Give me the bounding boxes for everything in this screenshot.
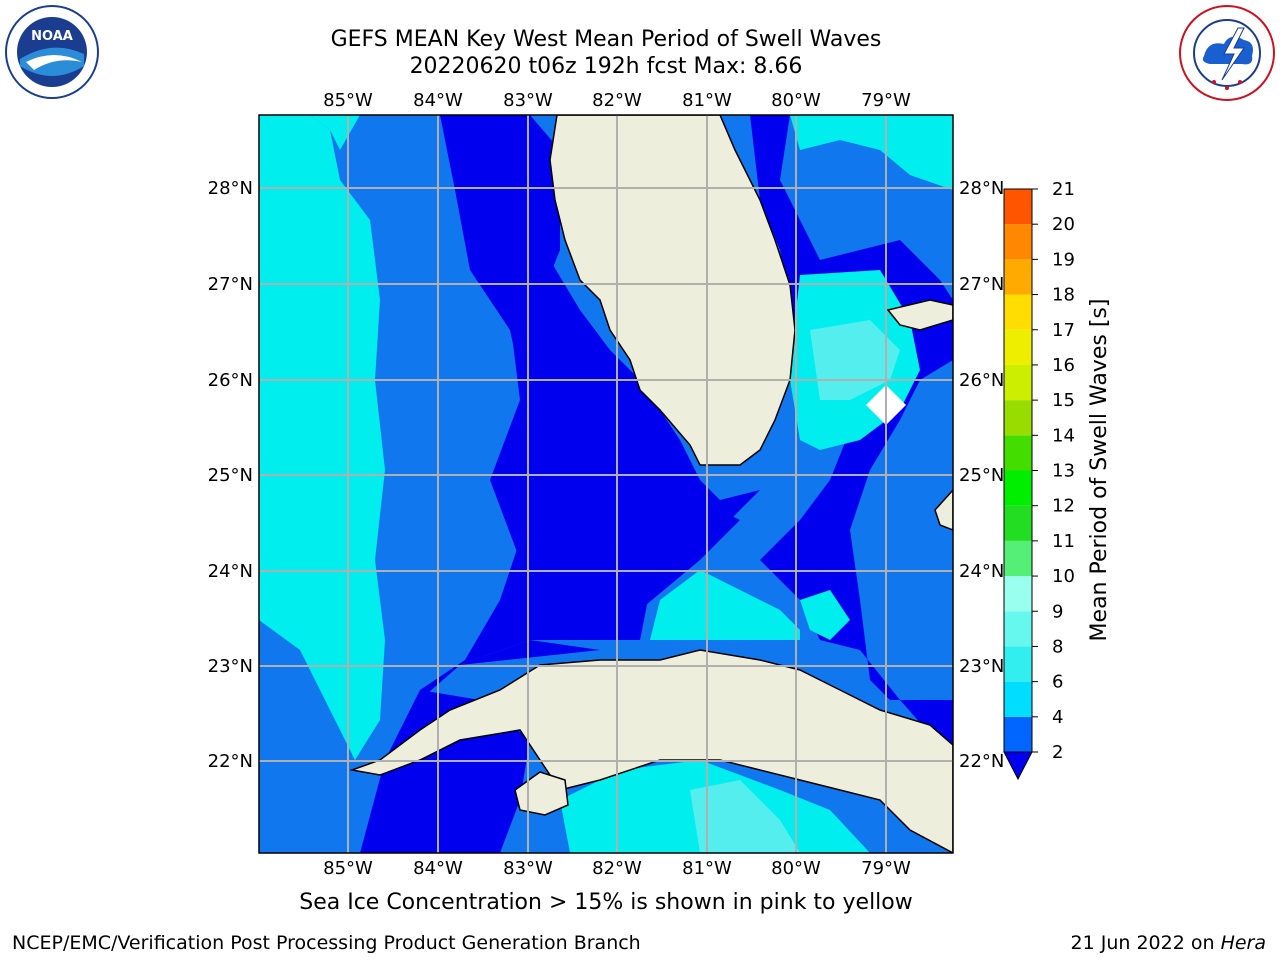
lat-label-right: 25°N xyxy=(959,465,1004,486)
chart-title: GEFS MEAN Key West Mean Period of Swell … xyxy=(330,27,882,52)
lon-label-bottom: 82°W xyxy=(592,858,642,879)
colorbar-tick-label: 2 xyxy=(1052,742,1063,763)
colorbar-segment xyxy=(1004,224,1032,260)
florida-land xyxy=(549,115,796,466)
lat-label-right: 28°N xyxy=(959,178,1004,199)
lon-label-bottom: 79°W xyxy=(861,858,911,879)
lon-label-bottom: 85°W xyxy=(323,858,373,879)
colorbar-segment xyxy=(1004,576,1032,612)
lon-label-top: 81°W xyxy=(682,90,732,111)
colorbar-segment xyxy=(1004,611,1032,647)
colorbar-tick-label: 16 xyxy=(1052,355,1075,376)
colorbar-tick-label: 21 xyxy=(1052,179,1075,200)
colorbar-segment xyxy=(1004,259,1032,295)
period-band-4-6-straits xyxy=(650,570,800,640)
longitude-labels-top: 85°W 84°W 83°W 82°W 81°W 80°W 79°W xyxy=(323,90,911,111)
colorbar-segment xyxy=(1004,329,1032,365)
colorbar-tick-label: 4 xyxy=(1052,707,1063,728)
footer-credit: NCEP/EMC/Verification Post Processing Pr… xyxy=(12,932,641,954)
colorbar-tick-label: 19 xyxy=(1052,249,1075,270)
period-field xyxy=(259,115,953,853)
lat-label-right: 24°N xyxy=(959,561,1004,582)
colorbar-tick-label: 9 xyxy=(1052,601,1063,622)
latitude-labels-left: 28°N 27°N 26°N 25°N 24°N 23°N 22°N xyxy=(208,178,253,772)
chart-subtitle: 20220620 t06z 192h fcst Max: 8.66 xyxy=(409,54,803,79)
colorbar-segment xyxy=(1004,189,1032,225)
colorbar-tick-label: 17 xyxy=(1052,320,1075,341)
colorbar-segment xyxy=(1004,681,1032,717)
colorbar-extend-arrow xyxy=(1003,751,1033,781)
colorbar-tick-label: 15 xyxy=(1052,390,1075,411)
colorbar-segment xyxy=(1004,435,1032,471)
lat-label-right: 27°N xyxy=(959,274,1004,295)
colorbar-segment xyxy=(1004,400,1032,436)
lon-label-bottom: 83°W xyxy=(503,858,553,879)
lat-label-left: 24°N xyxy=(208,561,253,582)
lon-label-bottom: 81°W xyxy=(682,858,732,879)
colorbar-segment xyxy=(1004,505,1032,541)
period-band-6-8-caribbean xyxy=(690,780,800,853)
longitude-labels-bottom: 85°W 84°W 83°W 82°W 81°W 80°W 79°W xyxy=(323,858,911,879)
colorbar-segment xyxy=(1004,294,1032,330)
lon-label-top: 80°W xyxy=(771,90,821,111)
lat-label-right: 22°N xyxy=(959,751,1004,772)
colorbar-segment xyxy=(1004,540,1032,577)
footer-host: Hera xyxy=(1220,932,1266,954)
lat-label-left: 22°N xyxy=(208,751,253,772)
colorbar-segment xyxy=(1004,470,1032,506)
colorbar: 2 4 6 8 9 10 11 12 13 14 15 16 17 18 19 20 21 xyxy=(1003,179,1075,781)
period-band-4-6-west xyxy=(259,115,385,760)
colorbar-tick-label: 10 xyxy=(1052,566,1075,587)
lat-label-left: 27°N xyxy=(208,274,253,295)
lon-label-top: 82°W xyxy=(592,90,642,111)
colorbar-tick-label: 20 xyxy=(1052,214,1075,235)
colorbar-tick-label: 18 xyxy=(1052,285,1075,306)
lon-label-bottom: 84°W xyxy=(413,858,463,879)
footer-date: 21 Jun 2022 on Hera xyxy=(1071,932,1266,954)
lat-label-right: 26°N xyxy=(959,370,1004,391)
colorbar-tick-label: 8 xyxy=(1052,636,1063,657)
lon-label-top: 84°W xyxy=(413,90,463,111)
lat-label-right: 23°N xyxy=(959,656,1004,677)
colorbar-tick-label: 6 xyxy=(1052,672,1063,693)
period-band-4-6-straits-east xyxy=(800,590,850,640)
colorbar-tick-label: 14 xyxy=(1052,425,1075,446)
lon-label-bottom: 80°W xyxy=(771,858,821,879)
lat-label-left: 25°N xyxy=(208,465,253,486)
colorbar-segment xyxy=(1004,646,1032,682)
bahamas-land xyxy=(886,299,953,331)
andros-land xyxy=(934,488,953,531)
graticule xyxy=(259,115,953,853)
lon-label-top: 83°W xyxy=(503,90,553,111)
svg-text:NOAA: NOAA xyxy=(31,29,73,44)
lat-label-left: 23°N xyxy=(208,656,253,677)
period-band-2-gulf-main xyxy=(360,115,760,853)
lon-label-top: 79°W xyxy=(861,90,911,111)
lat-label-left: 26°N xyxy=(208,370,253,391)
latitude-labels-right: 28°N 27°N 26°N 25°N 24°N 23°N 22°N xyxy=(959,178,1004,772)
map-frame xyxy=(258,114,954,854)
lon-label-top: 85°W xyxy=(323,90,373,111)
period-band-4-6-northeast xyxy=(790,115,953,190)
colorbar-label: Mean Period of Swell Waves [s] xyxy=(1087,299,1112,642)
colorbar-segment xyxy=(1004,364,1032,401)
colorbar-segment xyxy=(1004,716,1032,752)
colorbar-tick-label: 11 xyxy=(1052,531,1075,552)
colorbar-tick-label: 12 xyxy=(1052,496,1075,517)
nws-logo xyxy=(1179,5,1275,101)
footer-date-text: 21 Jun 2022 on xyxy=(1070,932,1221,954)
colorbar-tick-label: 13 xyxy=(1052,461,1075,482)
lat-label-left: 28°N xyxy=(208,178,253,199)
sea-ice-caption: Sea Ice Concentration > 15% is shown in … xyxy=(299,890,913,915)
noaa-logo: NOAA xyxy=(5,5,99,99)
